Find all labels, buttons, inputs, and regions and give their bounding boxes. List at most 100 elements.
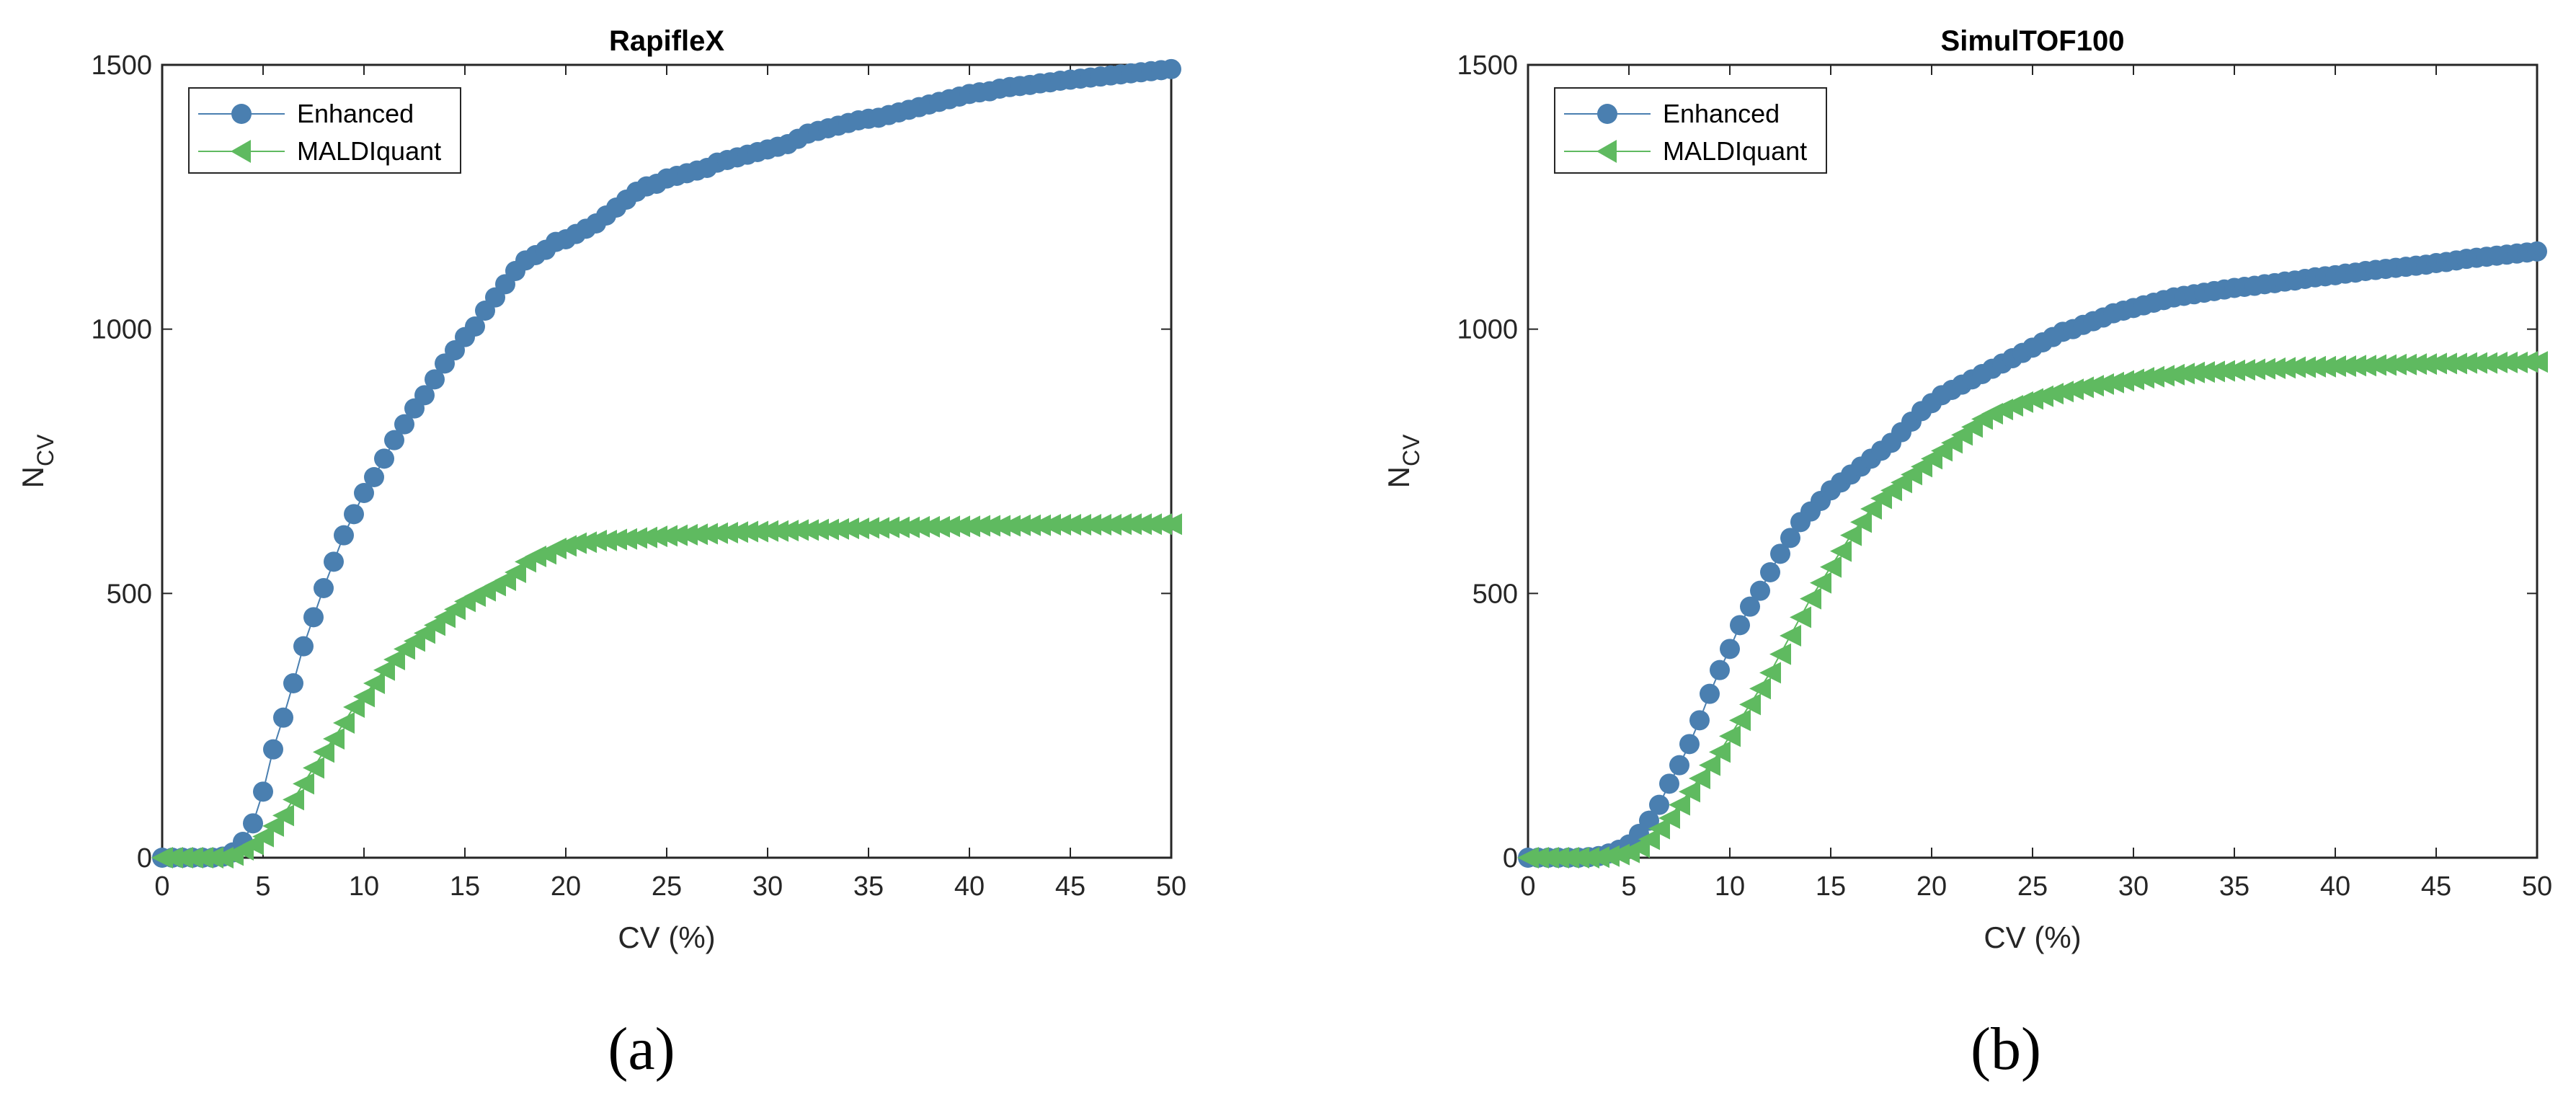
data-point-maldiquant-b (2052, 381, 2074, 403)
data-point-enhanced-a (243, 813, 263, 834)
data-point-maldiquant-b (1830, 540, 1852, 562)
data-point-enhanced-a (1161, 58, 1181, 79)
data-point-maldiquant-b (2244, 358, 2265, 381)
data-point-maldiquant-b (1749, 678, 1771, 700)
y-tick-label-b: 500 (1473, 579, 1518, 609)
data-point-maldiquant-a (898, 516, 920, 538)
data-point-enhanced-b (1730, 615, 1750, 636)
data-point-enhanced-a (324, 551, 344, 572)
data-point-enhanced-b (1659, 773, 1679, 794)
data-point-enhanced-b (1710, 659, 1730, 680)
data-point-enhanced-b (1689, 710, 1710, 731)
data-point-enhanced-a (465, 316, 485, 337)
data-point-enhanced-a (394, 414, 414, 435)
x-tick-label-a: 15 (450, 871, 480, 902)
data-point-maldiquant-a (646, 525, 667, 548)
data-point-maldiquant-b (2294, 356, 2316, 378)
data-point-maldiquant-b (2203, 360, 2225, 383)
data-point-maldiquant-b (2264, 357, 2286, 379)
data-point-maldiquant-a (716, 522, 738, 543)
x-tick-label-b: 40 (2320, 871, 2350, 902)
x-tick-label-a: 0 (154, 871, 169, 902)
y-axis-label-main-a: N (16, 466, 50, 488)
legend-box-b (1554, 87, 1827, 174)
x-tick-label-b: 45 (2421, 871, 2451, 902)
data-point-enhanced-a (354, 483, 374, 503)
y-tick-label-a: 1500 (91, 50, 152, 81)
data-point-maldiquant-b (1790, 606, 1811, 629)
legend-b: Enhanced MALDIquant (1554, 87, 1827, 174)
data-point-maldiquant-a (747, 520, 768, 543)
data-point-maldiquant-b (2113, 370, 2134, 392)
legend-label-enhanced-b: Enhanced (1663, 99, 1780, 128)
series-group-b (1517, 241, 2548, 869)
x-tick-label-a: 45 (1055, 871, 1085, 902)
legend-box-a (188, 87, 461, 174)
chart-title-b: SimulTOF100 (1941, 25, 2125, 57)
legend-marker-maldiquant-a (231, 140, 251, 163)
x-tick-label-b: 25 (2017, 871, 2048, 902)
x-tick-label-b: 5 (1621, 871, 1636, 902)
data-point-enhanced-b (1669, 755, 1689, 776)
data-point-maldiquant-b (2335, 355, 2356, 377)
data-point-enhanced-b (2527, 241, 2547, 262)
data-point-maldiquant-a (848, 518, 869, 540)
chart-panel-b: SimulTOF100 0 5 10 15 20 25 30 35 40 45 50 0 500 100… (1382, 25, 2552, 1083)
data-point-maldiquant-a (575, 531, 597, 554)
x-tick-label-a: 5 (255, 871, 270, 902)
x-axis-a: 0 5 10 15 20 25 30 35 40 45 50 (154, 65, 1186, 902)
data-point-maldiquant-a (363, 672, 385, 694)
data-point-maldiquant-b (2355, 355, 2376, 377)
data-point-enhanced-b (1750, 580, 1770, 601)
data-point-maldiquant-b (1729, 709, 1751, 732)
data-point-maldiquant-b (2173, 363, 2195, 385)
plot-area-a (161, 63, 1173, 859)
x-tick-label-a: 35 (853, 871, 884, 902)
data-point-enhanced-a (384, 430, 404, 450)
data-point-maldiquant-b (2193, 361, 2215, 383)
data-point-maldiquant-b (1578, 847, 1599, 869)
y-axis-label-b: NCV (1382, 434, 1424, 488)
data-point-maldiquant-b (1679, 781, 1700, 803)
data-point-maldiquant-a (928, 515, 950, 538)
panel-label-b: (b) (1971, 1016, 2041, 1083)
data-point-maldiquant-b (1810, 572, 1831, 594)
data-point-maldiquant-a (636, 526, 657, 548)
data-point-maldiquant-b (2082, 375, 2104, 397)
data-point-maldiquant-a (333, 712, 355, 734)
data-point-maldiquant-a (1160, 513, 1182, 536)
data-point-maldiquant-a (565, 532, 587, 554)
data-point-enhanced-b (1679, 734, 1700, 755)
x-tick-label-a: 10 (349, 871, 379, 902)
y-tick-label-a: 0 (137, 843, 152, 874)
y-axis-label-a: NCV (16, 434, 58, 488)
data-point-maldiquant-b (2042, 383, 2064, 405)
data-point-maldiquant-a (505, 561, 526, 583)
data-point-enhanced-b (1770, 543, 1790, 564)
y-axis-b: 0 500 1000 1500 (1457, 50, 2537, 874)
x-tick-label-b: 50 (2522, 871, 2552, 902)
plot-area-b (1527, 63, 2539, 859)
data-point-maldiquant-b (1638, 828, 1660, 850)
data-point-enhanced-a (414, 385, 435, 406)
svg-text:NCV: NCV (16, 434, 58, 488)
data-point-maldiquant-b (2143, 365, 2164, 388)
data-point-maldiquant-b (1588, 846, 1609, 869)
data-point-enhanced-a (283, 673, 303, 693)
data-point-maldiquant-a (343, 696, 365, 718)
legend-marker-enhanced-b (1597, 104, 1617, 124)
x-tick-label-a: 25 (652, 871, 682, 902)
data-point-enhanced-a (364, 467, 384, 487)
data-point-maldiquant-b (2092, 373, 2114, 395)
data-point-enhanced-a (293, 636, 314, 657)
data-point-maldiquant-b (1850, 511, 1872, 533)
data-point-maldiquant-b (2506, 351, 2528, 373)
data-point-maldiquant-b (1719, 725, 1741, 747)
data-point-maldiquant-a (293, 773, 314, 795)
x-tick-label-b: 35 (2219, 871, 2249, 902)
data-point-maldiquant-b (1780, 625, 1801, 647)
data-point-maldiquant-a (686, 523, 708, 546)
data-point-maldiquant-a (616, 528, 637, 550)
data-point-maldiquant-b (1598, 845, 1620, 867)
data-point-maldiquant-a (353, 685, 375, 708)
